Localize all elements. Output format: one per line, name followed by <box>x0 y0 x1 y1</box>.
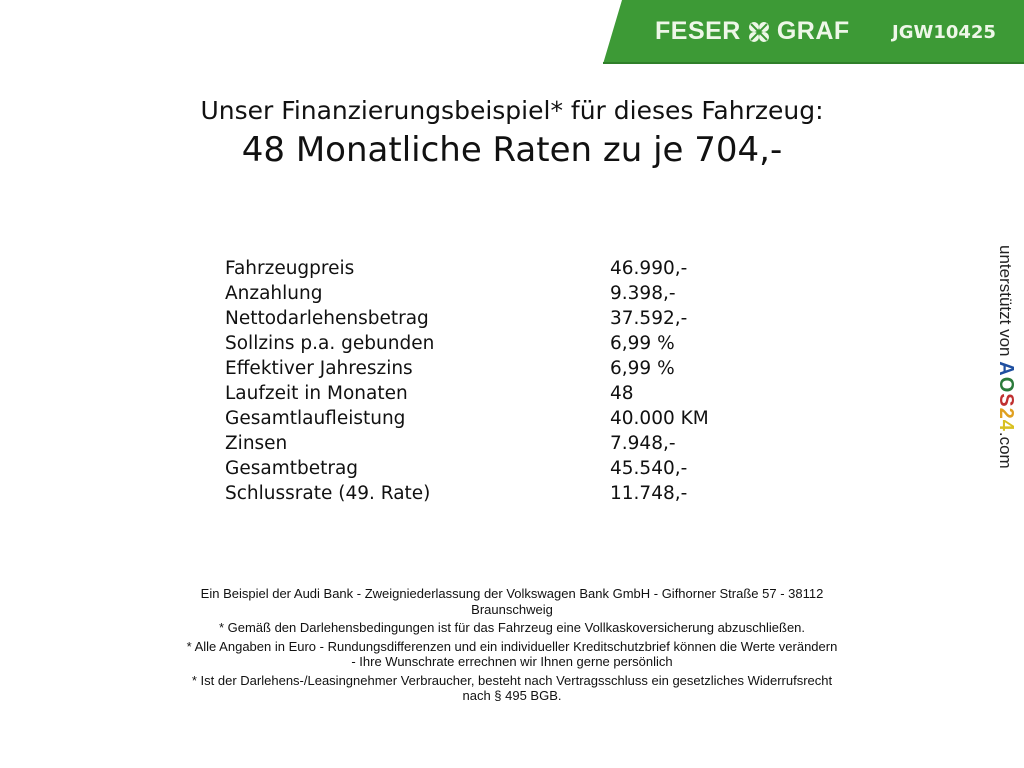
row-value: 6,99 % <box>610 358 675 379</box>
row-value: 6,99 % <box>610 333 675 354</box>
brand-left: FESER <box>655 17 741 45</box>
footer-disclaimer: Ein Beispiel der Audi Bank - Zweignieder… <box>40 586 984 707</box>
row-label: Laufzeit in Monaten <box>225 383 408 404</box>
vehicle-code: JGW10425 <box>892 22 996 43</box>
row-value: 7.948,- <box>610 433 676 454</box>
disclaimer-p4: * Ist der Darlehens-/Leasingnehmer Verbr… <box>40 673 984 704</box>
row-label: Schlussrate (49. Rate) <box>225 483 431 504</box>
row-value: 9.398,- <box>610 283 676 304</box>
row-value: 48 <box>610 383 634 404</box>
aos24-suffix: .com <box>996 431 1015 469</box>
disclaimer-line: nach § 495 BGB. <box>462 688 562 703</box>
row-label: Gesamtlaufleistung <box>225 408 406 429</box>
disclaimer-line: Braunschweig <box>471 601 553 617</box>
row-label: Gesamtbetrag <box>225 458 359 479</box>
disclaimer-line: * Alle Angaben in Euro - Rundungsdiffere… <box>186 638 838 654</box>
row-value: 11.748,- <box>610 483 688 504</box>
brand-right: GRAF <box>776 17 850 45</box>
disclaimer-p1: Ein Beispiel der Audi Bank - Zweignieder… <box>40 586 984 617</box>
row-label: Nettodarlehensbetrag <box>225 308 429 329</box>
aos24-logo: AOS24 <box>995 361 1017 432</box>
row-value: 45.540,- <box>610 458 688 479</box>
title-line2: 48 Monatliche Raten zu je 704,- <box>241 130 783 170</box>
disclaimer-p3: * Alle Angaben in Euro - Rundungsdiffere… <box>40 639 984 670</box>
header-banner <box>600 0 1024 64</box>
row-value: 46.990,- <box>610 258 688 279</box>
row-label: Zinsen <box>225 433 288 454</box>
row-label: Effektiver Jahreszins <box>225 358 413 379</box>
disclaimer-line: * Gemäß den Darlehensbedingungen ist für… <box>218 620 806 635</box>
supported-by: unterstützt von AOS24.com <box>994 245 1017 469</box>
title-line1: Unser Finanzierungsbeispiel* für dieses … <box>200 96 824 125</box>
row-label: Anzahlung <box>225 283 323 304</box>
disclaimer-line: - Ihre Wunschrate errechnen wir Ihnen ge… <box>351 654 673 669</box>
supported-by-text: unterstützt von <box>996 245 1015 357</box>
disclaimer-line: Ein Beispiel der Audi Bank - Zweignieder… <box>200 586 824 601</box>
row-label: Fahrzeugpreis <box>225 258 355 279</box>
brand-logo: FESER GRAF <box>655 17 850 46</box>
banner-shape <box>603 0 1024 64</box>
disclaimer-line: * Ist der Darlehens-/Leasingnehmer Verbr… <box>191 672 833 688</box>
disclaimer-p2: * Gemäß den Darlehensbedingungen ist für… <box>40 620 984 636</box>
row-label: Sollzins p.a. gebunden <box>225 333 435 354</box>
clover-icon <box>748 21 769 42</box>
row-value: 40.000 KM <box>610 408 709 429</box>
row-value: 37.592,- <box>610 308 688 329</box>
